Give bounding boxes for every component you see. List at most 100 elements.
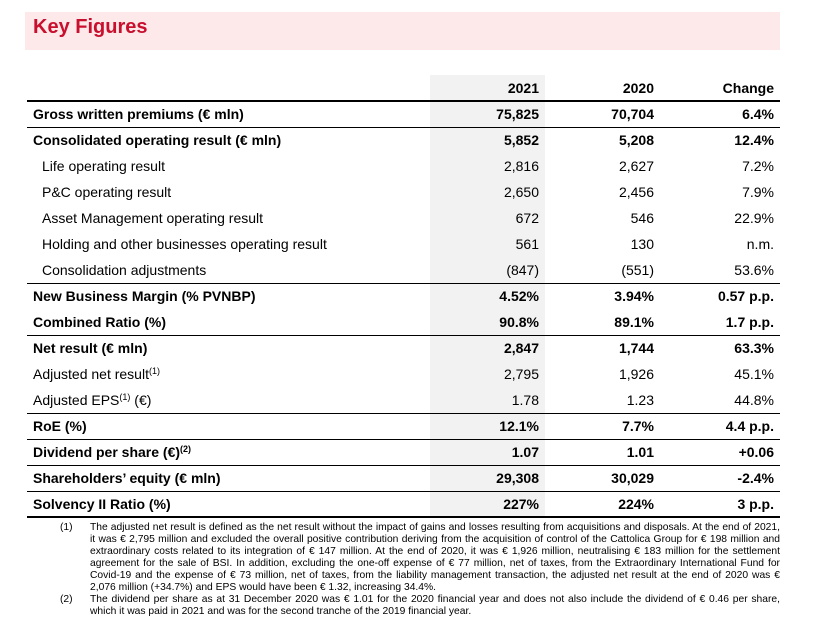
cell-value: 561 [430,231,545,257]
cell-value: 5,852 [430,127,545,153]
row-label: Gross written premiums (€ mln) [27,101,430,128]
footnote: (2) The dividend per share as at 31 Decem… [60,594,780,618]
table-row: Solvency II Ratio (%) 227% 224% 3 p.p. [27,491,780,518]
table-row: Gross written premiums (€ mln) 75,825 70,7… [27,101,780,128]
cell-value: 2,795 [430,361,545,387]
table-row: Net result (€ mln) 2,847 1,744 63.3% [27,335,780,361]
cell-value: 53.6% [660,257,780,284]
label-text: Combined Ratio (%) [33,313,166,330]
table-row: P&C operating result 2,650 2,456 7.9% [27,179,780,205]
cell-value: 7.7% [545,413,660,440]
label-text: Consolidation adjustments [42,261,207,278]
cell-value: 0.57 p.p. [717,288,774,305]
label-text: Dividend per share (€) [33,444,181,460]
table-row: Consolidation adjustments (847) (551) 53.6% [27,257,780,284]
footnote: (1) The adjusted net result is defined as… [60,522,780,594]
label-text: Adjusted EPS [33,391,120,408]
row-label: Adjusted net result(1) [27,361,430,387]
note-ref: (1) [119,391,131,402]
title: Key Figures [33,16,148,38]
row-label: Consolidated operating result (€ mln) [27,127,430,153]
cell-value: 7.2% [742,158,774,174]
cell-value: 6.4% [660,101,780,128]
label-text: Life operating result [42,158,165,174]
cell-value: 12.1% [430,413,545,440]
key-figures-table: 2021 2020 Change Gross written premiums (€… [27,75,780,518]
cell-value: 2,847 [430,335,545,361]
cell-value: 63.3% [734,340,774,357]
row-label: P&C operating result [27,179,430,205]
cell-value: 130 [630,236,654,252]
cell-value: -2.4% [660,465,780,492]
cell-value: 89.1% [545,309,660,336]
cell-value: 672 [430,205,545,231]
cell-value: 44.8% [660,387,780,414]
row-label: Dividend per share (€)(2) [27,439,430,466]
row-label: Shareholders’ equity (€ mln) [27,465,430,492]
table-row: RoE (%) 12.1% 7.7% 4.4 p.p. [27,413,780,440]
cell-value: (847) [430,257,545,284]
cell-value: 1,744 [618,340,654,357]
row-label: Combined Ratio (%) [27,309,430,336]
cell-value: 7.9% [742,184,774,200]
note-ref: (1) [148,366,160,376]
label-text: Shareholders’ equity (€ mln) [33,470,221,486]
label-text: Holding and other businesses operating r… [42,236,327,252]
cell-value: 45.1% [734,366,774,382]
cell-value: 22.9% [734,210,774,226]
footnote-text: The adjusted net result is defined as th… [90,522,780,593]
table-row: Adjusted EPS(1) (€) 1.78 1.23 44.8% [27,387,780,414]
label-suffix: (€) [134,391,152,408]
cell-value: 3 p.p. [660,491,780,518]
column-header [27,75,430,102]
label-text: New Business Margin (% PVNBP) [33,288,256,305]
table-row: Combined Ratio (%) 90.8% 89.1% 1.7 p.p. [27,309,780,336]
cell-value: 1.78 [430,387,545,414]
cell-value: 1,926 [618,366,654,382]
footnote-number: (2) [60,594,73,605]
row-label: Life operating result [27,153,430,179]
cell-value: 5,208 [618,132,654,149]
cell-value: 2,627 [618,158,654,174]
cell-value: 2,650 [430,179,545,205]
cell-value: 12.4% [734,132,774,149]
row-label: New Business Margin (% PVNBP) [27,283,430,309]
cell-value: 227% [430,491,545,518]
cell-value: 546 [630,210,654,226]
column-header: 2021 [430,75,545,102]
table-row: Holding and other businesses operating r… [27,231,780,257]
cell-value: 1.23 [545,387,660,414]
cell-value: 1.7 p.p. [660,309,780,336]
table-row: Dividend per share (€)(2) 1.07 1.01 +0.06 [27,439,780,466]
table-row: Adjusted net result(1) 2,795 1,926 45.1% [27,361,780,387]
label-text: RoE (%) [33,418,87,434]
cell-value: n.m. [746,236,774,252]
row-label: Asset Management operating result [27,205,430,231]
row-label: Adjusted EPS(1) (€) [27,387,430,414]
cell-value: 29,308 [430,465,545,492]
cell-value: 4.4 p.p. [660,413,780,440]
label-text: P&C operating result [42,184,172,200]
table-row: Life operating result 2,816 2,627 7.2% [27,153,780,179]
label-text: Solvency II Ratio (%) [33,495,171,512]
label-text: Asset Management operating result [42,210,264,226]
row-label: Net result (€ mln) [27,335,430,361]
row-label: Holding and other businesses operating r… [27,231,430,257]
cell-value: 4.52% [430,283,545,309]
cell-value: 2,456 [618,184,654,200]
header-row: 2021 2020 Change [27,75,780,102]
cell-value: 2,816 [430,153,545,179]
cell-value: 1.01 [545,439,660,466]
table-row: New Business Margin (% PVNBP) 4.52% 3.94% 0… [27,283,780,309]
label-text: Consolidated operating result (€ mln) [33,132,282,149]
note-ref: (2) [180,444,192,454]
cell-value: 75,825 [430,101,545,128]
row-label: Consolidation adjustments [27,257,430,284]
footnote-number: (1) [60,522,73,533]
table-row: Asset Management operating result 672 546 2… [27,205,780,231]
label-text: Net result (€ mln) [33,340,148,357]
cell-value: 3.94% [614,288,654,305]
cell-value: 224% [545,491,660,518]
cell-value: 1.07 [430,439,545,466]
